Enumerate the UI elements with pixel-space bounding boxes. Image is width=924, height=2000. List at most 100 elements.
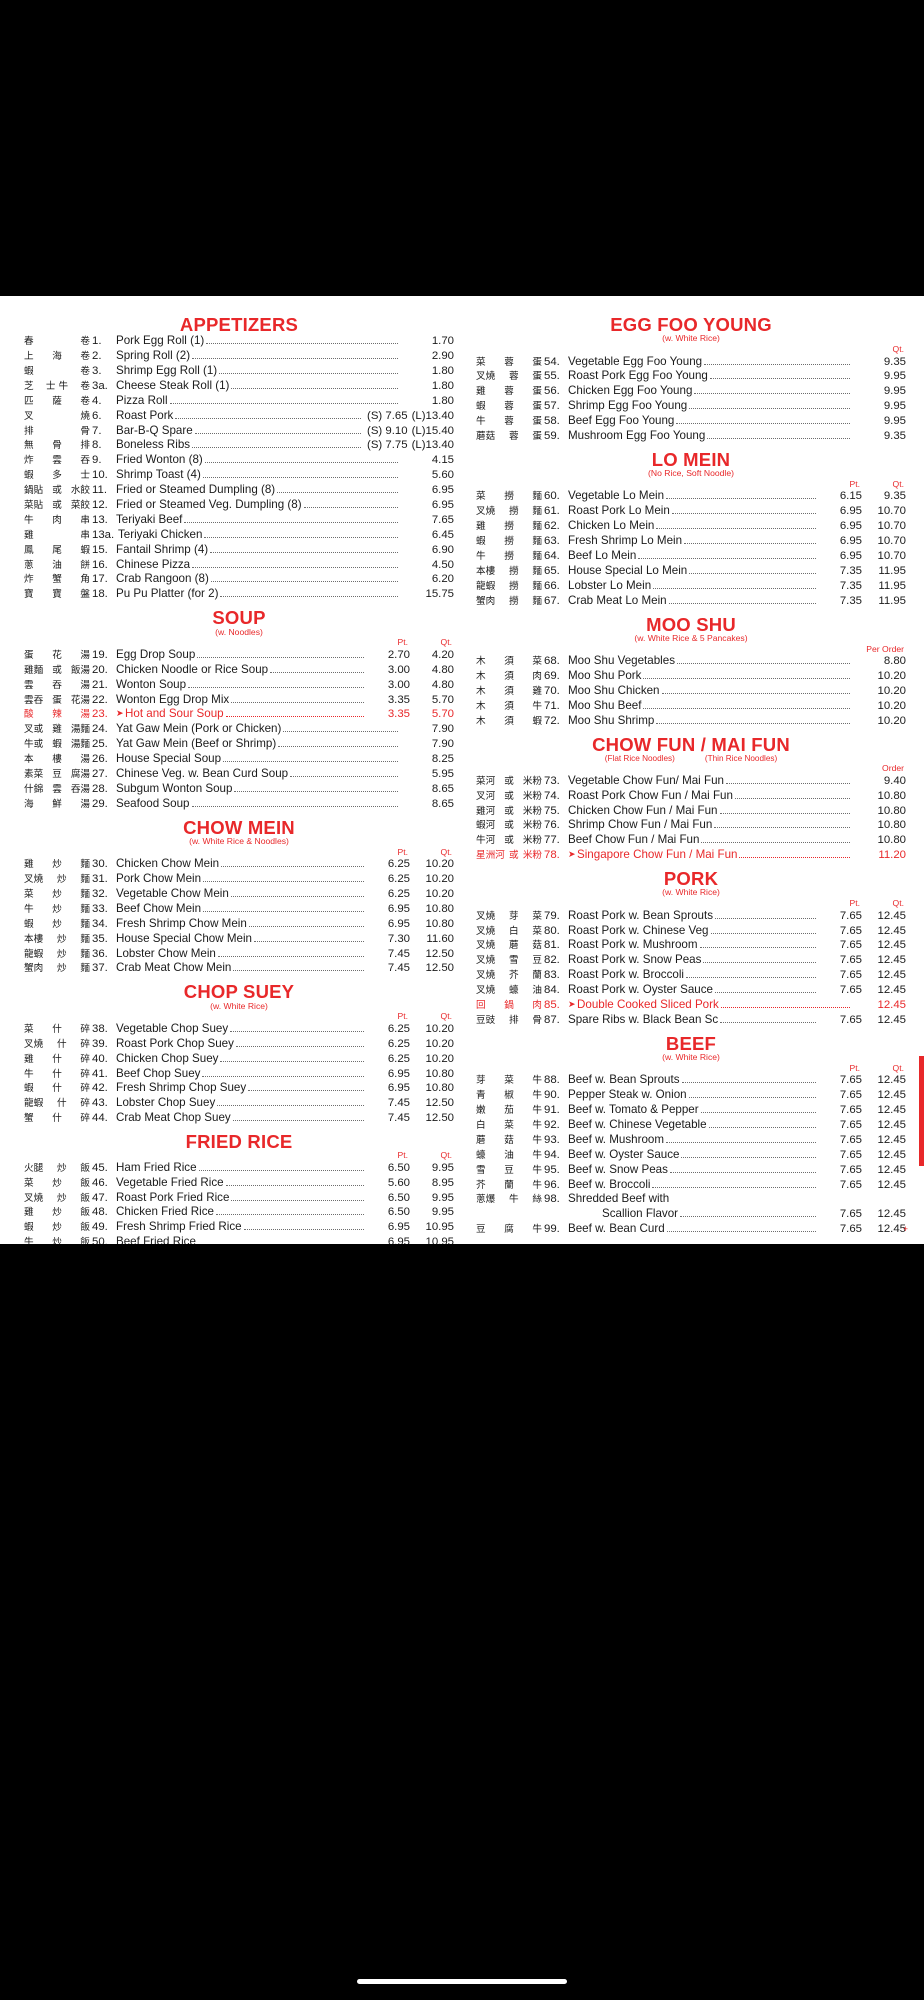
menu-item-row[interactable]: 雞 炒 麵 30. Chicken Chow Mein 6.25 10.20 <box>24 857 454 872</box>
menu-item-row[interactable]: 鍋貼或水餃 11. Fried or Steamed Dumpling (8) 6.9… <box>24 483 454 498</box>
menu-item-row[interactable]: 菜貼或菜餃 12. Fried or Steamed Veg. Dumpling (… <box>24 498 454 513</box>
menu-item-row[interactable]: 本樓 撈 麵 65. House Special Lo Mein 7.35 11.95 <box>476 564 906 579</box>
menu-item-row[interactable]: 雞 蓉 蛋 56. Chicken Egg Foo Young 9.95 <box>476 384 906 399</box>
menu-item-row[interactable]: 蘑 菇 牛 93. Beef w. Mushroom 7.65 12.45 <box>476 1133 906 1148</box>
menu-item-row[interactable]: 什錦雲吞湯 28. Subgum Wonton Soup 8.65 <box>24 782 454 797</box>
menu-item-row[interactable]: 素菜豆腐湯 27. Chinese Veg. w. Bean Curd Soup 5.… <box>24 767 454 782</box>
menu-item-row[interactable]: 匹 薩 卷 4. Pizza Roll 1.80 <box>24 394 454 409</box>
menu-item-row[interactable]: 菜 蓉 蛋 54. Vegetable Egg Foo Young 9.35 <box>476 355 906 370</box>
menu-item-row[interactable]: 牛 炒 麵 33. Beef Chow Mein 6.95 10.80 <box>24 902 454 917</box>
menu-item-row[interactable]: 上 海 卷 2. Spring Roll (2) 2.90 <box>24 349 454 364</box>
menu-item-row[interactable]: 木 須 肉 69. Moo Shu Pork 10.20 <box>476 669 906 684</box>
menu-item-row[interactable]: 牛 肉 串 13. Teriyaki Beef 7.65 <box>24 513 454 528</box>
menu-item-row[interactable]: 牛 蓉 蛋 58. Beef Egg Foo Young 9.95 <box>476 414 906 429</box>
menu-item-row[interactable]: 蝦 多 士 10. Shrimp Toast (4) 5.60 <box>24 468 454 483</box>
menu-item-row[interactable]: 叉燒 炒 麵 31. Pork Chow Mein 6.25 10.20 <box>24 872 454 887</box>
chinese-glyph: 多 <box>52 470 62 482</box>
menu-item-row[interactable]: 牛 炒 飯 50. Beef Fried Rice 6.95 10.95 <box>24 1235 454 1244</box>
menu-item-row[interactable]: 本樓 炒 麵 35. House Special Chow Mein 7.30 11.60 <box>24 932 454 947</box>
price-header: Order <box>882 763 904 774</box>
menu-item-row[interactable]: 龍蝦 炒 麵 36. Lobster Chow Mein 7.45 12.50 <box>24 947 454 962</box>
menu-item-row[interactable]: 芥 蘭 牛 96. Beef w. Broccoli 7.65 12.45 <box>476 1178 906 1193</box>
menu-item-row[interactable]: 木 須 菜 68. Moo Shu Vegetables 8.80 <box>476 654 906 669</box>
menu-item-row[interactable]: 鳳 尾 蝦 15. Fantail Shrimp (4) 6.90 <box>24 543 454 558</box>
menu-item-row[interactable]: 芽 菜 牛 88. Beef w. Bean Sprouts 7.65 12.45 <box>476 1073 906 1088</box>
menu-item-row[interactable]: 雞 炒 飯 48. Chicken Fried Rice 6.50 9.95 <box>24 1205 454 1220</box>
menu-item-row[interactable]: 叉燒 炒 飯 47. Roast Pork Fried Rice 6.50 9.95 <box>24 1191 454 1206</box>
menu-item-row[interactable]: 牛或蝦湯麵 25. Yat Gaw Mein (Beef or Shrimp) 7.9… <box>24 737 454 752</box>
menu-item-row[interactable]: 蝦 蓉 蛋 57. Shrimp Egg Foo Young 9.95 <box>476 399 906 414</box>
menu-item-row[interactable]: 蝦 炒 麵 34. Fresh Shrimp Chow Mein 6.95 10.80 <box>24 917 454 932</box>
menu-item-row[interactable]: 蔥 油 餅 16. Chinese Pizza 4.50 <box>24 558 454 573</box>
menu-item-row[interactable]: 雞 撈 麵 62. Chicken Lo Mein 6.95 10.70 <box>476 519 906 534</box>
menu-item-row[interactable]: 蝦河或米粉 76. Shrimp Chow Fun / Mai Fun 10.80 <box>476 818 906 833</box>
menu-item-row[interactable]: 菜 炒 麵 32. Vegetable Chow Mein 6.25 10.20 <box>24 887 454 902</box>
menu-item-row[interactable]: Scallion Flavor 7.65 12.45 <box>476 1207 906 1222</box>
menu-item-row[interactable]: 蟹 什 碎 44. Crab Meat Chop Suey 7.45 12.50 <box>24 1111 454 1126</box>
menu-item-row[interactable]: 木 須 雞 70. Moo Shu Chicken 10.20 <box>476 684 906 699</box>
menu-item-row[interactable]: 雞河或米粉 75. Chicken Chow Fun / Mai Fun 10.80 <box>476 804 906 819</box>
menu-item-row[interactable]: 寶 寶 盤 18. Pu Pu Platter (for 2) 15.75 <box>24 587 454 602</box>
menu-item-row[interactable]: 木 須 牛 71. Moo Shu Beef 10.20 <box>476 699 906 714</box>
menu-item-row[interactable]: 排骨 7. Bar-B-Q Spare (S) 9.10 (L)15.40 <box>24 424 454 439</box>
menu-item-row[interactable]: 酸 辣 湯 23. ➤ Hot and Sour Soup 3.35 5.70 <box>24 707 454 722</box>
menu-item-row[interactable]: 海 鮮 湯 29. Seafood Soup 8.65 <box>24 797 454 812</box>
menu-item-row[interactable]: 叉燒 白 菜 80. Roast Pork w. Chinese Veg 7.65 12.4… <box>476 924 906 939</box>
menu-item-row[interactable]: 雞麵或飯湯 20. Chicken Noodle or Rice Soup 3.00 4… <box>24 663 454 678</box>
menu-item-row[interactable]: 叉或雞湯麵 24. Yat Gaw Mein (Pork or Chicken) 7.… <box>24 722 454 737</box>
menu-item-row[interactable]: 叉燒 蘑 菇 81. Roast Pork w. Mushroom 7.65 12.45 <box>476 938 906 953</box>
menu-item-row[interactable]: 叉燒 什 碎 39. Roast Pork Chop Suey 6.25 10.20 <box>24 1037 454 1052</box>
menu-item-row[interactable]: 白 菜 牛 92. Beef w. Chinese Vegetable 7.65 12.45 <box>476 1118 906 1133</box>
menu-item-row[interactable]: 無 骨 排 8. Boneless Ribs (S) 7.75 (L)13.40 <box>24 438 454 453</box>
menu-item-row[interactable]: 菜 什 碎 38. Vegetable Chop Suey 6.25 10.20 <box>24 1022 454 1037</box>
menu-item-row[interactable]: 豆 腐 牛 99. Beef w. Bean Curd 7.65 12.45 <box>476 1222 906 1237</box>
menu-item-row[interactable]: 叉燒 芥 蘭 83. Roast Pork w. Broccoli 7.65 12.45 <box>476 968 906 983</box>
menu-item-row[interactable]: 蛋 花 湯 19. Egg Drop Soup 2.70 4.20 <box>24 648 454 663</box>
menu-item-row[interactable]: 豆豉 排 骨 87. Spare Ribs w. Black Bean Sc 7.65 12… <box>476 1013 906 1028</box>
menu-item-row[interactable]: 叉燒 蓉 蛋 55. Roast Pork Egg Foo Young 9.95 <box>476 369 906 384</box>
menu-item-row[interactable]: 雲 吞 湯 21. Wonton Soup 3.00 4.80 <box>24 678 454 693</box>
menu-item-row[interactable]: 蠔 油 牛 94. Beef w. Oyster Sauce 7.65 12.45 <box>476 1148 906 1163</box>
menu-item-row[interactable]: 叉河或米粉 74. Roast Pork Chow Fun / Mai Fun 10.… <box>476 789 906 804</box>
menu-item-row[interactable]: 蔥爆 牛 絲 98. Shredded Beef with <box>476 1192 906 1207</box>
menu-item-row[interactable]: 蟹肉 撈 麵 67. Crab Meat Lo Mein 7.35 11.95 <box>476 594 906 609</box>
menu-item-row[interactable]: 菜 撈 麵 60. Vegetable Lo Mein 6.15 9.35 <box>476 489 906 504</box>
menu-item-row[interactable]: 雞串 13a. Teriyaki Chicken 6.45 <box>24 528 454 543</box>
home-indicator[interactable] <box>357 1979 567 1984</box>
menu-item-row[interactable]: 回 鍋 肉 85. ➤ Double Cooked Sliced Pork 12.45 <box>476 998 906 1013</box>
menu-item-row[interactable]: 嫩 茄 牛 91. Beef w. Tomato & Pepper 7.65 12.45 <box>476 1103 906 1118</box>
menu-item-row[interactable]: 火腿 炒 飯 45. Ham Fried Rice 6.50 9.95 <box>24 1161 454 1176</box>
menu-item-row[interactable]: 蟹肉 炒 麵 37. Crab Meat Chow Mein 7.45 12.50 <box>24 961 454 976</box>
menu-item-row[interactable]: 牛 撈 麵 64. Beef Lo Mein 6.95 10.70 <box>476 549 906 564</box>
menu-item-row[interactable]: 蘑菇 蓉 蛋 59. Mushroom Egg Foo Young 9.35 <box>476 429 906 444</box>
menu-item-row[interactable]: 蝦 撈 麵 63. Fresh Shrimp Lo Mein 6.95 10.70 <box>476 534 906 549</box>
menu-item-row[interactable]: 叉燒 撈 麵 61. Roast Pork Lo Mein 6.95 10.70 <box>476 504 906 519</box>
menu-item-row[interactable]: 芝士 牛卷 3a. Cheese Steak Roll (1) 1.80 <box>24 379 454 394</box>
menu-item-row[interactable]: 蝦卷 3. Shrimp Egg Roll (1) 1.80 <box>24 364 454 379</box>
item-price: 12.45 <box>877 1178 906 1191</box>
menu-item-row[interactable]: 蝦 炒 飯 49. Fresh Shrimp Fried Rice 6.95 10.95 <box>24 1220 454 1235</box>
menu-item-row[interactable]: 叉燒 蠔 油 84. Roast Pork w. Oyster Sauce 7.65 12.… <box>476 983 906 998</box>
menu-item-row[interactable]: 叉燒 雪 豆 82. Roast Pork w. Snow Peas 7.65 12.45 <box>476 953 906 968</box>
menu-item-row[interactable]: 菜 炒 飯 46. Vegetable Fried Rice 5.60 8.95 <box>24 1176 454 1191</box>
menu-image[interactable]: APPETIZERS 春卷 1. Pork Egg Roll (1) 1.70 上海卷 2.… <box>0 296 924 1244</box>
menu-item-row[interactable]: 炸 雲 吞 9. Fried Wonton (8) 4.15 <box>24 453 454 468</box>
menu-item-row[interactable]: 春卷 1. Pork Egg Roll (1) 1.70 <box>24 334 454 349</box>
menu-item-row[interactable]: 木 須 蝦 72. Moo Shu Shrimp 10.20 <box>476 714 906 729</box>
menu-item-row[interactable]: 雲吞蛋花湯 22. Wonton Egg Drop Mix 3.35 5.70 <box>24 693 454 708</box>
menu-item-row[interactable]: 牛河或米粉 77. Beef Chow Fun / Mai Fun 10.80 <box>476 833 906 848</box>
menu-item-row[interactable]: 本 樓 湯 26. House Special Soup 8.25 <box>24 752 454 767</box>
menu-item-row[interactable]: 龍蝦 撈 麵 66. Lobster Lo Mein 7.35 11.95 <box>476 579 906 594</box>
chinese-name: 叉燒 芽 菜 <box>476 911 544 923</box>
menu-item-row[interactable]: 雞 什 碎 40. Chicken Chop Suey 6.25 10.20 <box>24 1052 454 1067</box>
menu-item-row[interactable]: 雪 豆 牛 95. Beef w. Snow Peas 7.65 12.45 <box>476 1163 906 1178</box>
menu-item-row[interactable]: 叉燒 芽 菜 79. Roast Pork w. Bean Sprouts 7.65 12.… <box>476 909 906 924</box>
menu-item-row[interactable]: 炸 蟹 角 17. Crab Rangoon (8) 6.20 <box>24 572 454 587</box>
menu-item-row[interactable]: 蝦 什 碎 42. Fresh Shrimp Chop Suey 6.95 10.80 <box>24 1081 454 1096</box>
menu-item-row[interactable]: 牛 什 碎 41. Beef Chop Suey 6.95 10.80 <box>24 1067 454 1082</box>
menu-item-row[interactable]: 星洲河或米粉 78. ➤ Singapore Chow Fun / Mai Fun 11… <box>476 848 906 863</box>
menu-item-row[interactable]: 青 椒 牛 90. Pepper Steak w. Onion 7.65 12.45 <box>476 1088 906 1103</box>
menu-item-row[interactable]: 叉燒 6. Roast Pork (S) 7.65 (L)13.40 <box>24 409 454 424</box>
menu-item-row[interactable]: 龍蝦 什 碎 43. Lobster Chop Suey 7.45 12.50 <box>24 1096 454 1111</box>
menu-item-row[interactable]: 菜河或米粉 73. Vegetable Chow Fun/ Mai Fun 9.40 <box>476 774 906 789</box>
